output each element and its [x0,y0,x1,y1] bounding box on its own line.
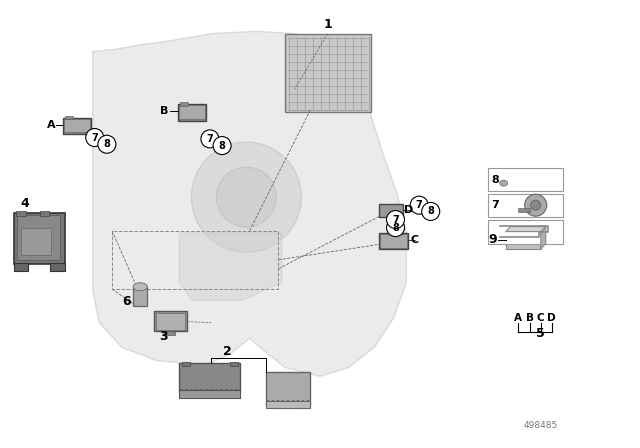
Polygon shape [93,31,406,376]
Bar [518,208,530,212]
Bar [63,118,91,134]
Circle shape [410,196,428,214]
Text: 3: 3 [159,330,168,344]
Text: 1: 1 [323,18,332,31]
Bar [178,104,206,121]
Circle shape [422,202,440,220]
Text: 498485: 498485 [524,421,558,430]
Text: 8: 8 [392,223,399,233]
Bar [488,194,563,217]
Circle shape [191,142,301,252]
Bar [266,401,310,408]
Bar [16,211,26,216]
Text: D: D [547,313,556,323]
Text: B: B [160,106,169,116]
Circle shape [387,219,404,237]
Bar [21,228,51,255]
Bar [156,313,185,330]
Circle shape [387,211,404,228]
Text: 5: 5 [536,327,545,340]
Text: 9: 9 [488,233,497,246]
Bar [180,102,188,106]
Bar [179,390,240,398]
Text: 2: 2 [223,345,232,358]
Text: C: C [411,235,419,245]
Bar [506,232,541,249]
Text: B: B [526,313,534,323]
Circle shape [86,129,104,146]
Bar [380,234,407,248]
Text: 8: 8 [428,207,434,216]
Polygon shape [506,227,546,232]
Text: A: A [47,120,56,129]
Ellipse shape [133,283,147,291]
Text: D: D [404,205,413,215]
Text: 8: 8 [492,175,499,185]
Circle shape [216,167,276,227]
Bar [154,311,187,331]
Bar [379,204,403,217]
Bar [230,362,238,366]
Bar [488,168,563,191]
Bar [14,213,65,264]
Circle shape [98,135,116,153]
Text: 7: 7 [392,215,399,224]
Ellipse shape [500,180,508,186]
Bar [65,116,73,119]
Polygon shape [541,227,546,249]
Bar [40,211,49,216]
Text: 7: 7 [92,133,98,142]
Bar [17,215,60,260]
Text: 7: 7 [492,200,499,210]
Circle shape [531,200,541,210]
Bar [488,220,563,244]
Bar [163,331,175,335]
Polygon shape [179,233,282,300]
Circle shape [213,137,231,155]
Text: 8: 8 [219,141,225,151]
Bar [64,119,90,132]
Bar [179,105,205,119]
Text: 7: 7 [207,134,213,144]
Bar [133,287,147,306]
Text: 7: 7 [416,200,422,210]
Bar [14,263,28,271]
Bar [182,362,190,366]
Bar [266,372,310,405]
Bar [285,34,371,112]
Text: 4: 4 [20,197,29,211]
Bar [379,233,408,249]
Text: 8: 8 [104,139,110,149]
Text: C: C [537,313,545,323]
Bar [50,263,65,271]
Circle shape [201,130,219,148]
Text: 6: 6 [122,294,131,308]
Bar [179,363,240,392]
Text: A: A [515,313,522,323]
Circle shape [525,194,547,216]
